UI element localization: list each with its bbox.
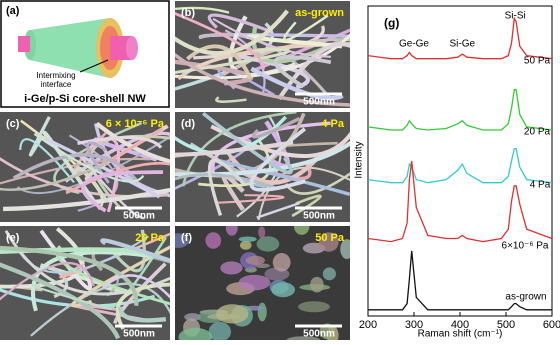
schematic-panel: (a) Intermixing interface i-Ge/p-Si core… bbox=[1, 1, 169, 107]
panel-label: (e) bbox=[6, 232, 20, 244]
panel-label: (c) bbox=[6, 118, 20, 130]
x-axis-label: Raman shift (cm⁻¹) bbox=[418, 329, 503, 340]
grain bbox=[298, 301, 330, 312]
condition-label: 4 Pa bbox=[321, 118, 345, 130]
series-label: 6×10⁻⁶ Pa bbox=[502, 241, 549, 252]
condition-label: 6 × 10⁻⁶ Pa bbox=[106, 118, 165, 130]
grain bbox=[271, 282, 295, 297]
scale-bar-label: 500nm bbox=[303, 97, 335, 108]
spectrum bbox=[368, 90, 552, 130]
grain bbox=[246, 256, 265, 265]
x-tick-label: 600 bbox=[543, 319, 560, 331]
series-label: as-grown bbox=[505, 292, 546, 303]
grain bbox=[216, 304, 248, 323]
grain bbox=[257, 236, 280, 251]
scale-bar-label: 500nm bbox=[303, 329, 335, 340]
series-label: 20 Pa bbox=[524, 127, 551, 138]
grain bbox=[323, 267, 336, 280]
sem-panel: (c) 6 × 10⁻⁶ Pa 500nm bbox=[0, 112, 203, 222]
annotation: interface bbox=[41, 80, 72, 89]
sem-panel: (e) 20 Pa 500nm bbox=[0, 226, 206, 340]
peak-label: Si-Ge bbox=[450, 39, 476, 50]
peak-label: Ge-Ge bbox=[399, 39, 429, 50]
panel-label: (d) bbox=[181, 118, 195, 130]
sem-panel: (f) 50 Pa 500nm bbox=[167, 217, 353, 340]
grain bbox=[310, 277, 324, 293]
condition-label: as-grown bbox=[295, 7, 344, 19]
grain bbox=[226, 220, 238, 235]
x-tick-label: 200 bbox=[359, 319, 377, 331]
grain bbox=[273, 253, 291, 272]
sem-panel: (b) as-grown 500nm bbox=[135, 1, 379, 108]
y-axis-label: Intensity bbox=[354, 141, 365, 178]
figure: (a) Intermixing interface i-Ge/p-Si core… bbox=[0, 0, 560, 340]
series-label: 4 Pa bbox=[530, 180, 551, 191]
scale-bar-label: 500nm bbox=[123, 329, 155, 340]
condition-label: 20 Pa bbox=[135, 232, 165, 244]
sem-panel: (d) 4 Pa 500nm bbox=[140, 112, 386, 222]
core-end bbox=[126, 36, 138, 60]
panel-label: (b) bbox=[181, 7, 195, 19]
grain bbox=[240, 241, 252, 250]
grain bbox=[205, 232, 221, 248]
page: (a) Intermixing interface i-Ge/p-Si core… bbox=[0, 0, 560, 340]
caption: i-Ge/p-Si core-shell NW bbox=[24, 93, 146, 105]
condition-label: 50 Pa bbox=[315, 232, 345, 244]
grain bbox=[258, 303, 267, 322]
scale-bar-label: 500nm bbox=[123, 211, 155, 222]
panel-label: (f) bbox=[181, 232, 192, 244]
grain bbox=[258, 227, 265, 239]
grain bbox=[239, 237, 257, 242]
panel-label: (g) bbox=[384, 16, 399, 30]
peak-label: Si-Si bbox=[505, 11, 526, 22]
spectrum bbox=[368, 149, 552, 183]
grain bbox=[220, 261, 242, 274]
scale-bar-label: 500nm bbox=[303, 211, 335, 222]
grain bbox=[239, 275, 271, 290]
core-left bbox=[18, 36, 30, 52]
spectrum bbox=[368, 161, 552, 242]
series-label: 50 Pa bbox=[524, 56, 551, 67]
panel-label: (a) bbox=[6, 5, 20, 17]
annotation: Intermixing bbox=[36, 71, 75, 80]
